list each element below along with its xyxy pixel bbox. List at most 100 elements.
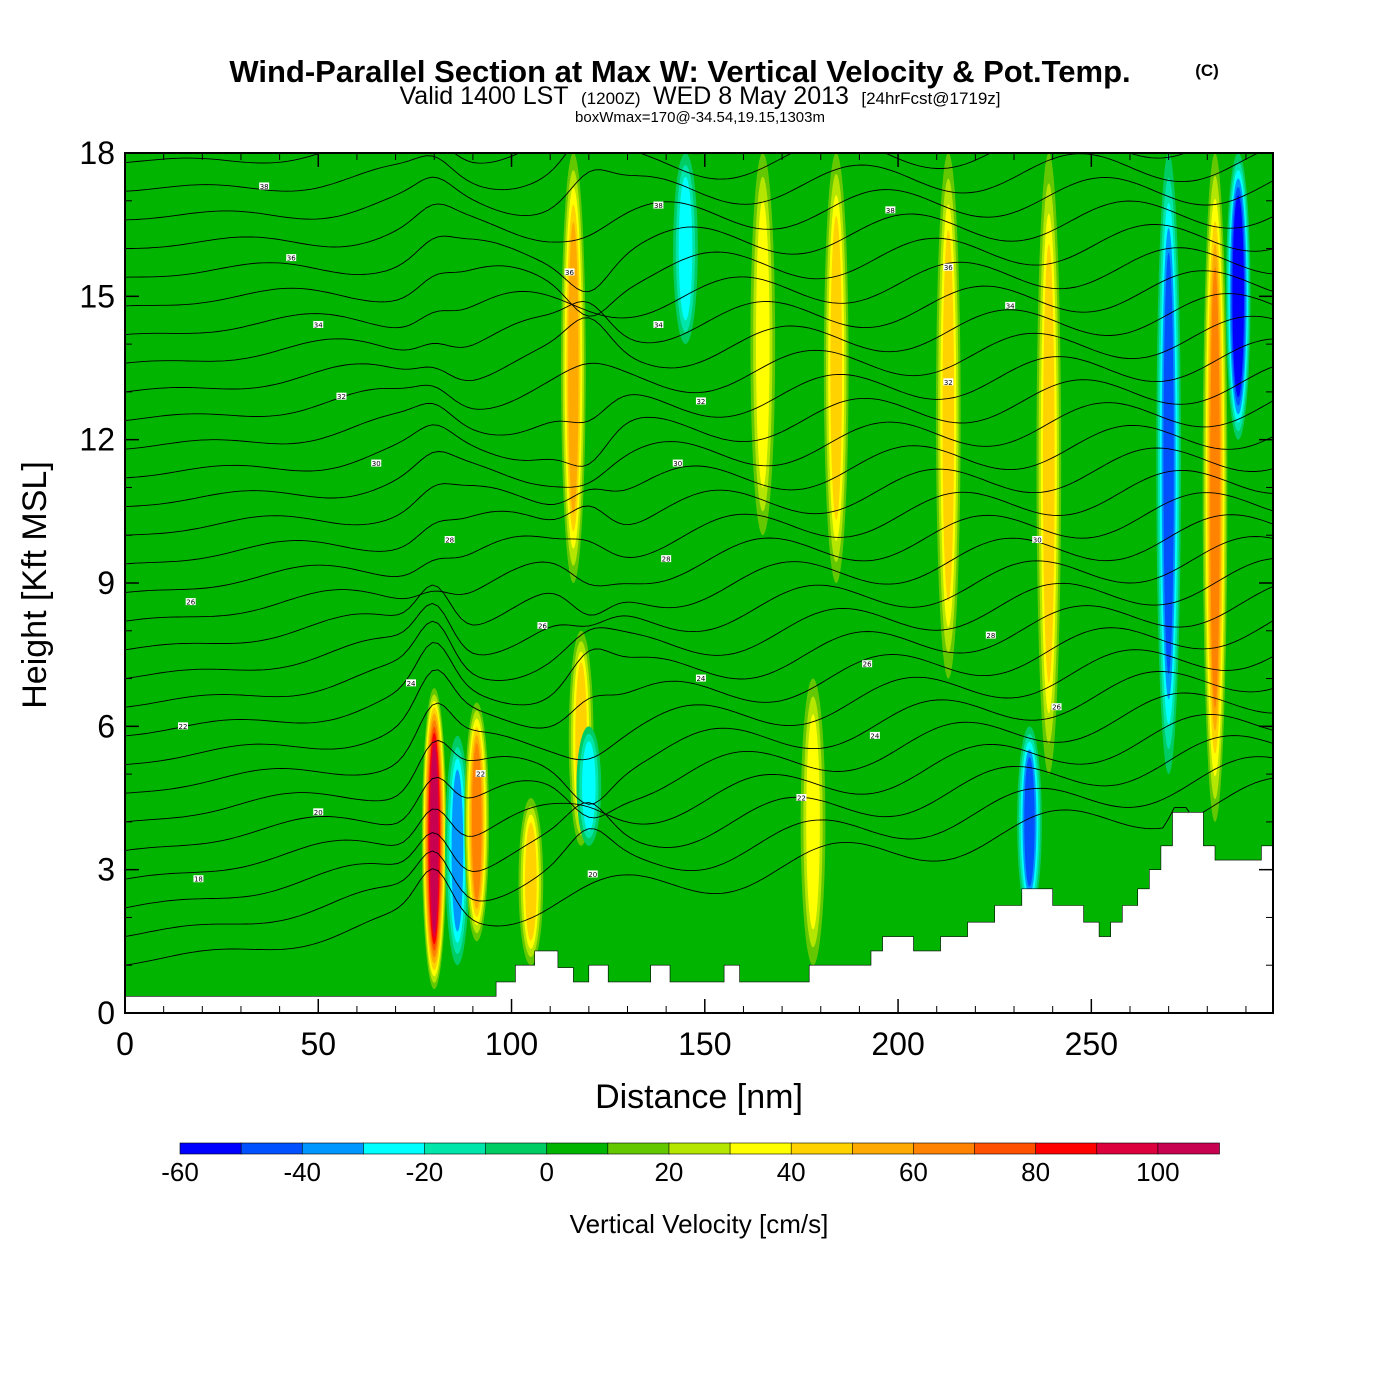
- theta-label-12: 38: [653, 201, 664, 210]
- colorbar-swatch-12: [913, 1142, 976, 1155]
- colorbar-swatch-3: [363, 1142, 426, 1155]
- colorbar-tick-20: 20: [654, 1157, 683, 1187]
- colorbar-tick-60: 60: [899, 1157, 928, 1187]
- theta-label-10: 18: [193, 875, 204, 884]
- vertical-velocity-field: [421, 153, 1251, 990]
- theta-label-bg: [336, 392, 347, 400]
- theta-label-text: 28: [445, 537, 454, 545]
- theta-label-bg: [672, 459, 683, 467]
- theta-label-bg: [587, 870, 598, 878]
- theta-label-text: 38: [886, 207, 895, 215]
- theta-contour-10: [125, 536, 1273, 680]
- w-feature-13: [1036, 153, 1062, 775]
- theta-label-text: 26: [863, 661, 872, 669]
- theta-label-19: 22: [475, 770, 486, 779]
- theta-label-bg: [286, 254, 297, 262]
- theta-label-text: 26: [538, 623, 547, 631]
- theta-label-14: 32: [695, 397, 706, 406]
- theta-label-bg: [653, 201, 664, 209]
- colorbar-swatch-1: [240, 1142, 304, 1155]
- theta-label-text: 22: [797, 795, 806, 803]
- theta-label-text: 24: [407, 680, 416, 688]
- w-level-14-4: [1163, 252, 1174, 675]
- theta-label-text: 36: [944, 264, 953, 272]
- colorbar-tick--20: -20: [406, 1157, 444, 1187]
- theta-label-8: 22: [177, 722, 188, 731]
- theta-label-30: 26: [1051, 703, 1062, 712]
- theta-contour-15: [125, 424, 1273, 536]
- w-feature-7: [673, 153, 698, 345]
- svg-text:Wind-Parallel Section at Max W: Wind-Parallel Section at Max W: Vertical…: [229, 54, 1130, 89]
- terrain-mask: [125, 812, 1273, 1013]
- theta-label-bg: [444, 536, 455, 543]
- theta-label-bg: [371, 459, 382, 467]
- theta-contour-7: [125, 620, 1273, 766]
- y-tick-label-9: 9: [97, 565, 115, 601]
- svg-text:Valid 1400 LST (1200Z): Valid 1400 LST (1200Z) WED 8 May 2013 [2…: [399, 82, 1000, 110]
- theta-contour-1: [125, 756, 1273, 938]
- potential-temperature-contours: [125, 153, 1273, 966]
- theta-label-text: 26: [186, 599, 195, 607]
- colorbar-swatch-11: [851, 1142, 915, 1155]
- theta-label-25: 30: [1032, 536, 1043, 545]
- theta-contour-0: [125, 777, 1273, 966]
- theta-label-bg: [313, 321, 324, 328]
- theta-label-26: 28: [985, 631, 996, 640]
- theta-label-bg: [869, 731, 880, 739]
- theta-label-text: 30: [1033, 537, 1042, 545]
- colorbar-swatch-10: [790, 1142, 854, 1155]
- theta-label-text: 22: [476, 771, 485, 779]
- w-feature-3: [518, 798, 544, 966]
- theta-label-bg: [943, 378, 954, 386]
- theta-label-6: 26: [185, 598, 196, 607]
- w-feature-6: [576, 726, 602, 846]
- colorbar-tick-80: 80: [1021, 1157, 1050, 1187]
- theta-label-bg: [564, 268, 575, 276]
- theta-label-13: 34: [653, 321, 664, 330]
- theta-label-bg: [406, 679, 417, 687]
- theta-label-bg: [177, 722, 188, 730]
- theta-label-bg: [475, 770, 486, 778]
- theta-contour-11: [125, 514, 1273, 651]
- w-feature-12: [1017, 726, 1042, 918]
- colorbar-swatch-8: [668, 1142, 731, 1155]
- theta-contour-22: [125, 247, 1273, 336]
- y-tick-label-12: 12: [79, 422, 115, 458]
- w-level-16-6: [1233, 203, 1243, 389]
- box-wmax-info: boxWmax=170@-34.54,19.15,1303m: [575, 109, 825, 126]
- colorbar-swatch-14: [1035, 1142, 1098, 1155]
- x-axis-ticks: 0 50 100 150 200 250: [116, 153, 1247, 1062]
- theta-label-text: 28: [662, 556, 671, 564]
- theta-label-4: 30: [371, 459, 382, 468]
- theta-label-text: 34: [314, 322, 323, 330]
- theta-contour-20: [125, 293, 1273, 393]
- theta-label-text: 32: [696, 398, 705, 406]
- theta-label-2: 34: [313, 321, 324, 330]
- w-feature-14: [1156, 153, 1182, 775]
- theta-contour-25: [125, 176, 1273, 250]
- chart-titles: Wind-Parallel Section at Max W: Vertical…: [229, 54, 1218, 126]
- x-tick-label-50: 50: [300, 1026, 336, 1062]
- theta-label-bg: [313, 808, 324, 816]
- theta-label-11: 36: [564, 268, 575, 277]
- theta-label-28: 24: [869, 731, 880, 740]
- theta-label-bg: [796, 794, 807, 801]
- w-feature-10: [823, 153, 849, 583]
- plot-background: [125, 153, 1273, 1013]
- colorbar-swatch-5: [485, 1142, 548, 1155]
- theta-label-bg: [537, 622, 548, 629]
- theta-label-bg: [985, 631, 996, 639]
- colorbar-swatch-6: [546, 1142, 609, 1155]
- theta-label-5: 28: [444, 536, 455, 545]
- theta-contour-12: [125, 492, 1273, 622]
- w-level-0-9: [430, 745, 439, 932]
- theta-label-text: 26: [1052, 704, 1061, 712]
- theta-label-bg: [193, 875, 204, 883]
- theta-label-text: 30: [372, 460, 381, 468]
- theta-label-text: 32: [944, 379, 953, 387]
- theta-contour-9: [125, 558, 1273, 708]
- colorbar-tick-40: 40: [777, 1157, 806, 1187]
- copyright-mark: (C): [1195, 61, 1219, 80]
